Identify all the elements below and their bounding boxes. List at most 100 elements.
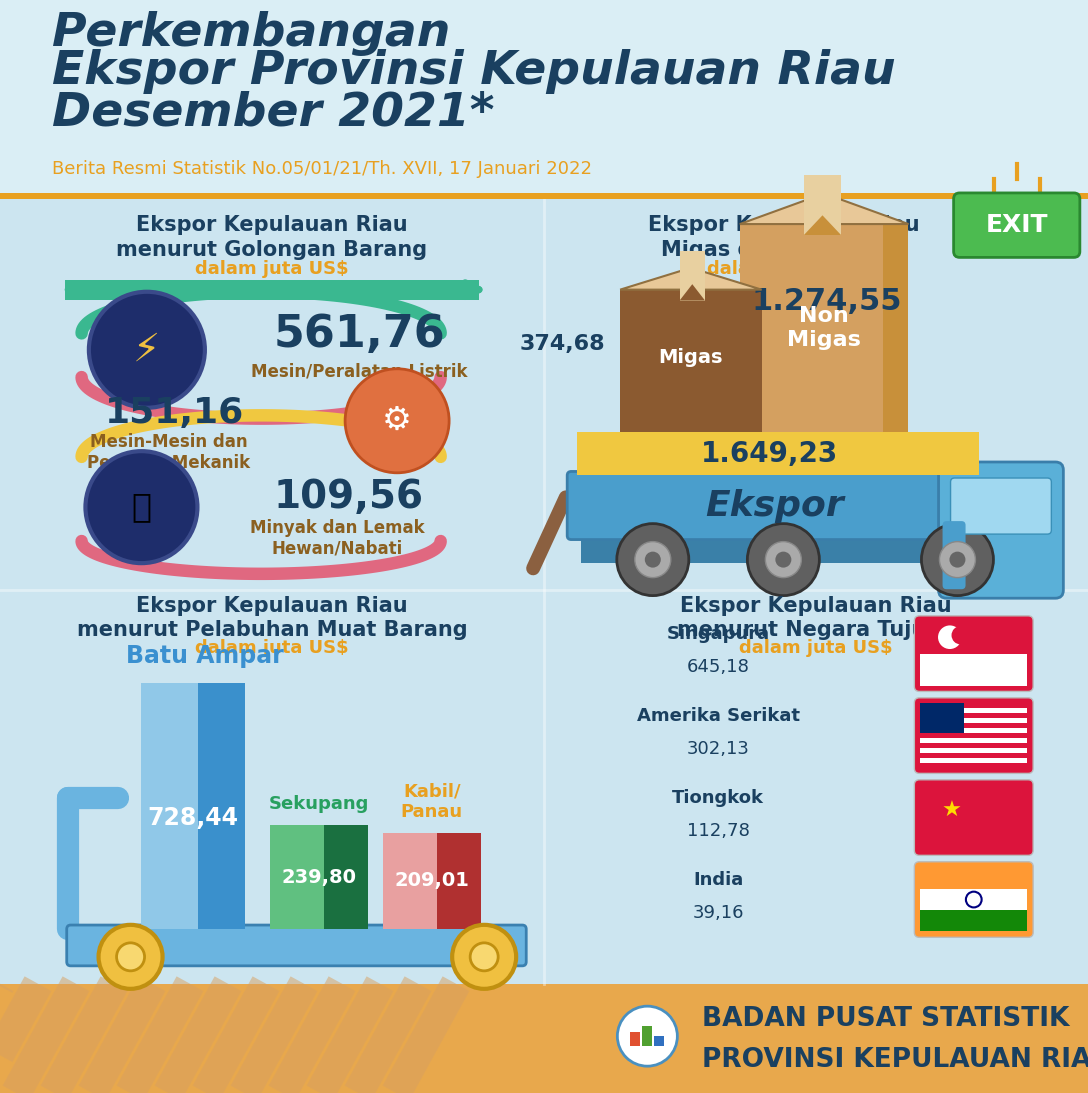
Bar [0,984,1088,1093]
Circle shape [952,626,969,645]
Circle shape [89,292,205,408]
Text: 109,56: 109,56 [273,479,423,516]
Circle shape [116,943,145,971]
Text: Perkembangan: Perkembangan [52,11,450,56]
Circle shape [453,925,516,989]
FancyBboxPatch shape [914,861,1034,938]
Bar [920,753,1027,759]
Bar [436,833,481,929]
Bar [740,224,883,432]
Circle shape [634,542,671,577]
Text: dalam juta US$: dalam juta US$ [706,260,861,278]
Text: ⚡: ⚡ [133,331,161,368]
Circle shape [747,524,819,596]
Text: Sekupang: Sekupang [269,796,369,813]
Bar [141,683,245,929]
Bar [920,703,964,733]
Circle shape [617,1007,678,1066]
Text: Ekspor Provinsi Kepulauan Riau: Ekspor Provinsi Kepulauan Riau [52,49,895,94]
FancyBboxPatch shape [951,478,1051,534]
Polygon shape [804,215,841,235]
Bar [270,825,368,929]
Text: 728,44: 728,44 [148,807,238,831]
FancyBboxPatch shape [914,615,1034,692]
Polygon shape [740,193,908,224]
Bar [920,718,1027,722]
FancyBboxPatch shape [914,779,1034,856]
Text: Berita Resmi Statistik No.05/01/21/Th. XVII, 17 Januari 2022: Berita Resmi Statistik No.05/01/21/Th. X… [52,160,592,177]
Text: Singapura: Singapura [667,625,769,643]
Bar [920,759,1027,763]
Circle shape [86,451,197,563]
Bar [198,683,245,929]
Bar [920,708,1027,713]
Bar [804,175,841,235]
Bar [654,1036,665,1046]
Text: Non
Migas: Non Migas [788,306,861,350]
Text: Amerika Serikat: Amerika Serikat [636,707,800,725]
Text: dalam juta US$: dalam juta US$ [195,260,349,278]
Circle shape [765,542,802,577]
Bar [324,825,368,929]
Text: 1.274,55: 1.274,55 [752,287,902,317]
Text: 239,80: 239,80 [282,868,356,886]
Text: 39,16: 39,16 [692,904,744,921]
Circle shape [99,925,162,989]
Text: Mesin-Mesin dan
Pesawat Mekanik: Mesin-Mesin dan Pesawat Mekanik [87,433,250,471]
Text: Migas: Migas [658,349,724,367]
Text: India: India [693,871,743,889]
FancyBboxPatch shape [939,462,1063,598]
Text: Tiongkok: Tiongkok [672,789,764,807]
FancyBboxPatch shape [942,521,965,589]
FancyBboxPatch shape [914,697,1034,774]
Text: Ekspor Kepulauan Riau
menurut Negara Tujuan: Ekspor Kepulauan Riau menurut Negara Tuj… [677,596,955,640]
Text: Minyak dan Lemak
Hewan/Nabati: Minyak dan Lemak Hewan/Nabati [250,519,424,557]
Bar [920,763,1027,768]
Text: Batu Ampar: Batu Ampar [126,644,284,668]
Circle shape [617,524,689,596]
Text: 645,18: 645,18 [687,658,750,675]
Bar [920,889,1027,910]
Bar [920,910,1027,931]
Bar [0,197,1088,984]
Bar [920,738,1027,743]
Circle shape [345,368,449,473]
Text: 561,76: 561,76 [273,313,445,356]
Text: Ekspor Kepulauan Riau
menurut Pelabuhan Muat Barang: Ekspor Kepulauan Riau menurut Pelabuhan … [76,596,468,640]
Polygon shape [680,284,705,301]
Bar [630,1032,641,1046]
Bar [65,280,479,299]
Bar [920,733,1027,738]
Bar [581,536,986,563]
Text: 151,16: 151,16 [104,396,244,431]
Polygon shape [620,268,762,290]
Text: EXIT: EXIT [986,213,1048,237]
Bar [642,1026,653,1046]
Circle shape [939,542,976,577]
Text: Ekspor Kepulauan Riau
menurut Golongan Barang: Ekspor Kepulauan Riau menurut Golongan B… [116,215,428,260]
Text: BADAN PUSAT STATISTIK: BADAN PUSAT STATISTIK [702,1006,1070,1032]
FancyBboxPatch shape [953,193,1080,257]
Text: 🫙: 🫙 [132,491,151,524]
Text: 374,68: 374,68 [520,333,605,354]
Text: PROVINSI KEPULAUAN RIAU: PROVINSI KEPULAUAN RIAU [702,1047,1088,1073]
Bar [0,0,1088,197]
Text: 209,01: 209,01 [395,871,469,891]
FancyBboxPatch shape [567,471,1000,540]
Bar [920,749,1027,753]
Bar [920,713,1027,718]
Text: Ekspor: Ekspor [705,489,844,522]
Text: 1.649,23: 1.649,23 [702,439,839,468]
Circle shape [938,625,962,649]
Text: ★: ★ [942,801,962,821]
Circle shape [470,943,498,971]
FancyBboxPatch shape [66,925,527,966]
Text: 112,78: 112,78 [687,822,750,839]
Bar [920,728,1027,733]
Text: dalam juta US$: dalam juta US$ [195,639,349,657]
Text: Desember 2021*: Desember 2021* [52,91,495,136]
Bar [680,251,705,301]
Circle shape [776,552,791,567]
Bar [577,432,979,475]
Text: Kabil/
Panau: Kabil/ Panau [400,783,463,821]
